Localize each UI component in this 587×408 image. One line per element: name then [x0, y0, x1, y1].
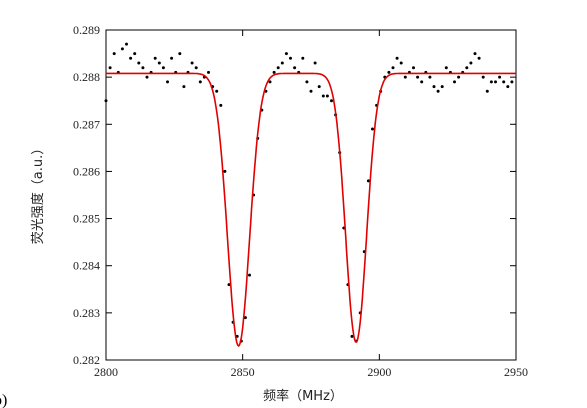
data-point	[498, 75, 502, 79]
data-point	[436, 89, 440, 93]
data-point	[403, 75, 407, 79]
data-point	[280, 61, 284, 65]
x-tick-label: 2800	[94, 365, 118, 379]
x-tick-label: 2850	[231, 365, 255, 379]
data-point	[469, 61, 473, 65]
plot-frame	[105, 29, 517, 361]
data-point	[399, 61, 403, 65]
data-point	[227, 283, 231, 287]
data-point	[412, 66, 415, 70]
data-point	[494, 80, 497, 84]
data-point	[371, 127, 374, 131]
data-point	[112, 52, 116, 56]
data-point	[395, 56, 399, 60]
x-axis-label: 频率（MHz）	[263, 388, 343, 404]
x-tick-label: 2950	[504, 365, 528, 379]
data-point	[129, 56, 133, 60]
data-point	[289, 56, 292, 60]
data-point	[477, 56, 481, 60]
y-tick-label: 0.282	[73, 353, 100, 367]
data-point	[293, 66, 297, 70]
data-point	[276, 66, 280, 70]
y-tick-label: 0.285	[73, 212, 100, 226]
data-point	[489, 80, 493, 84]
data-point	[420, 80, 424, 84]
data-point	[444, 66, 448, 70]
y-tick-label: 0.284	[73, 259, 100, 273]
data-point	[133, 52, 137, 56]
y-tick-label: 0.283	[73, 306, 100, 320]
data-point	[506, 85, 510, 89]
data-point	[104, 99, 108, 103]
data-point	[141, 66, 145, 70]
data-point	[465, 66, 469, 70]
data-point	[182, 85, 186, 89]
fit-curve	[106, 72, 516, 347]
data-point	[440, 85, 444, 89]
data-point	[153, 56, 157, 60]
data-point	[170, 56, 174, 60]
data-point	[473, 52, 477, 56]
data-point	[432, 85, 436, 89]
panel-tag: b)	[0, 392, 7, 408]
data-point	[145, 75, 149, 79]
data-point	[272, 70, 276, 74]
data-point	[366, 179, 370, 183]
data-point	[485, 89, 489, 93]
data-point	[125, 42, 128, 46]
data-point	[325, 94, 329, 98]
data-point	[313, 61, 317, 65]
data-point	[510, 80, 514, 84]
data-point	[120, 47, 124, 51]
data-point	[301, 56, 305, 60]
data-point	[190, 61, 194, 65]
data-point	[248, 273, 251, 277]
data-point	[198, 80, 202, 84]
data-point	[157, 61, 161, 65]
data-point	[321, 94, 325, 98]
data-point	[108, 66, 112, 70]
data-point	[223, 169, 227, 173]
data-point	[166, 80, 169, 84]
data-point	[502, 80, 506, 84]
data-point	[243, 316, 247, 320]
data-point	[330, 99, 333, 103]
y-tick-label: 0.289	[73, 23, 100, 37]
data-point	[219, 103, 223, 107]
data-point	[457, 75, 461, 79]
data-point	[284, 52, 288, 56]
y-axis-label: 荧光强度（a.u.）	[30, 142, 46, 244]
data-point	[194, 66, 198, 70]
data-point	[428, 75, 432, 79]
data-point	[178, 52, 182, 56]
data-point	[305, 80, 309, 84]
plot-area: 2800 2850 2900 2950 0.282 0.283 0.284 0.285 0.28…	[73, 23, 528, 379]
x-tick-label: 2900	[367, 365, 391, 379]
y-tick-label: 0.287	[73, 117, 100, 131]
data-point	[481, 75, 485, 79]
data-point	[161, 66, 165, 70]
data-point	[453, 80, 456, 84]
data-point	[416, 75, 420, 79]
data-point	[268, 80, 272, 84]
data-point	[137, 61, 141, 65]
data-point	[387, 70, 391, 74]
y-tick-label: 0.286	[73, 164, 100, 178]
data-point	[309, 89, 313, 93]
y-tick-label: 0.288	[73, 70, 100, 84]
data-point	[207, 70, 210, 74]
data-point	[350, 334, 354, 338]
data-point	[215, 89, 219, 93]
data-point	[317, 85, 321, 89]
data-point	[391, 66, 395, 70]
